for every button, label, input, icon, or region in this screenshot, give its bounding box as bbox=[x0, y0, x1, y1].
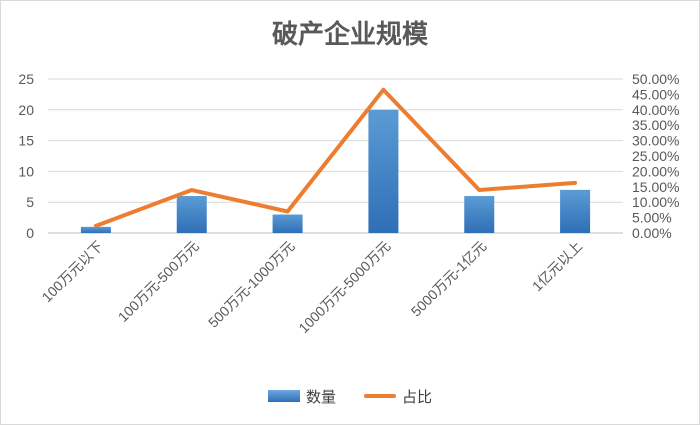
y-right-tick-label: 0.00% bbox=[632, 225, 672, 241]
y-left-tick-label: 15 bbox=[18, 133, 34, 149]
y-right-tick-label: 20.00% bbox=[632, 163, 679, 179]
y-right-tick-label: 5.00% bbox=[632, 210, 672, 226]
share-line bbox=[93, 87, 578, 228]
y-right-tick-label: 30.00% bbox=[632, 133, 679, 149]
y-left-tick-label: 10 bbox=[18, 163, 34, 179]
bar bbox=[272, 214, 303, 233]
chart-plot: 0 5 10 15 20 25 0.00%5.00%10.00%15.00%20.00%2… bbox=[18, 71, 679, 336]
x-tick-label: 1亿元以上 bbox=[529, 238, 585, 294]
line-point bbox=[94, 224, 98, 228]
y-left-tick-label: 20 bbox=[18, 102, 34, 118]
bar bbox=[560, 189, 591, 233]
bar bbox=[80, 226, 111, 233]
y-right-tick-label: 50.00% bbox=[632, 71, 679, 87]
legend-swatch-line bbox=[364, 394, 396, 398]
chart-legend: 数量 占比 bbox=[0, 384, 700, 408]
legend-label-share: 占比 bbox=[402, 388, 433, 406]
x-tick-label: 5000万元-1亿元 bbox=[408, 238, 490, 320]
chart-title: 破产企业规模 bbox=[271, 20, 428, 50]
y-right-tick-label: 10.00% bbox=[632, 194, 679, 210]
x-tick-label: 500万元-1000万元 bbox=[205, 238, 298, 331]
y-right-tick-label: 45.00% bbox=[632, 86, 679, 102]
x-tick-label: 1000万元-5000万元 bbox=[295, 238, 393, 336]
legend-swatch-bar bbox=[267, 390, 300, 402]
y-right-tick-label: 40.00% bbox=[632, 102, 679, 118]
line-point bbox=[286, 210, 290, 214]
y-right-tick-label: 35.00% bbox=[632, 117, 679, 133]
x-tick-label: 100万元以下 bbox=[39, 238, 106, 305]
x-tick-label: 100万元-500万元 bbox=[115, 238, 202, 325]
y-left-tick-label: 0 bbox=[26, 225, 34, 241]
line-point bbox=[477, 188, 481, 192]
bar bbox=[464, 196, 495, 233]
legend-item-share: 占比 bbox=[364, 386, 432, 407]
y-right-tick-label: 15.00% bbox=[632, 179, 679, 195]
y-left-tick-label: 25 bbox=[18, 71, 34, 87]
bar bbox=[368, 109, 399, 233]
line-point bbox=[381, 88, 385, 92]
y-right-tick-label: 25.00% bbox=[632, 148, 679, 164]
line-point bbox=[190, 188, 194, 192]
legend-item-count: 数量 bbox=[267, 386, 336, 407]
legend-label-count: 数量 bbox=[305, 388, 336, 406]
y-left-tick-label: 5 bbox=[26, 194, 34, 210]
line-point bbox=[573, 181, 577, 185]
bar bbox=[176, 196, 207, 233]
